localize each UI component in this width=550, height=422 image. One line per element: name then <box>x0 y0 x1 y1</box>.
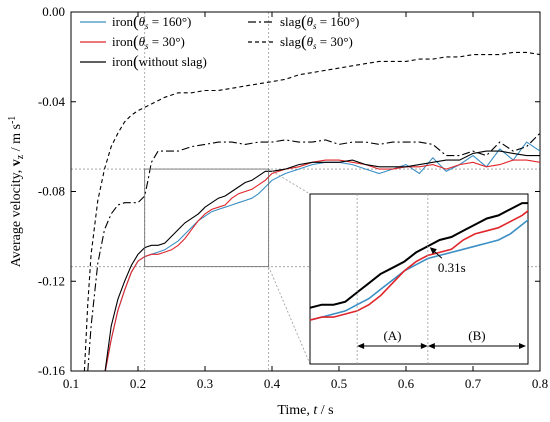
series-line-4 <box>83 51 540 371</box>
inset-annotation-arrowhead <box>429 247 437 255</box>
x-tick-label: 0.2 <box>130 376 146 391</box>
zoom-region-box <box>144 168 270 268</box>
x-tick-label: 0.4 <box>264 376 281 391</box>
phase-b-bracket-arrow-right <box>519 343 526 349</box>
inset-frame <box>309 193 529 365</box>
x-tick-label: 0.6 <box>398 376 415 391</box>
series-line-2 <box>104 150 540 371</box>
y-tick-label: -0.12 <box>38 273 65 288</box>
tick-labels: 0.1 0.2 0.3 0.4 0.5 0.6 0.7 0.8 0.00 -0.04 -0.08 -0… <box>38 4 548 391</box>
inset-series-lines <box>310 202 528 322</box>
x-tick-label: 0.3 <box>197 376 213 391</box>
phase-b-label: (B) <box>468 328 485 343</box>
series-line-1 <box>104 159 540 371</box>
legend: iron(θs = 160°)iron(θs = 30°)iron(withou… <box>80 12 359 71</box>
phase-a-label: (A) <box>383 328 401 343</box>
inset-annotations: 0.31s (A) (B) <box>356 194 526 364</box>
plot-area <box>70 11 541 372</box>
x-axis-title: Time, t / s <box>277 403 333 418</box>
y-tick-label: 0.00 <box>42 4 65 19</box>
x-tick-label: 0.8 <box>532 376 548 391</box>
series-line-3 <box>87 132 540 371</box>
legend-label-1: iron(θs = 30°) <box>112 32 185 51</box>
y-axis-title: Average velocity, vz / m s-1 <box>7 116 26 268</box>
series-lines <box>83 51 540 371</box>
y-tick-label: -0.16 <box>38 363 66 378</box>
inset-time-annotation: 0.31s <box>438 260 466 275</box>
x-tick-label: 0.7 <box>465 376 482 391</box>
y-tick-label: -0.08 <box>38 184 65 199</box>
inset-series-line-2 <box>310 202 528 310</box>
phase-a-bracket-arrow-right <box>420 343 428 349</box>
legend-label-3: slag(θs = 160°) <box>280 12 359 31</box>
phase-a-bracket-arrow-left <box>357 343 365 349</box>
phase-b-bracket-arrow-left <box>427 343 435 349</box>
y-tick-label: -0.04 <box>38 94 66 109</box>
legend-label-4: slag(θs = 30°) <box>280 32 353 51</box>
legend-label-0: iron(θs = 160°) <box>112 12 191 31</box>
zoom-connector-bottom <box>268 266 311 365</box>
axis-ticks <box>70 11 541 372</box>
legend-label-2: iron(without slag) <box>112 52 207 71</box>
zoom-connectors <box>268 168 311 365</box>
inset-series-line-0 <box>310 218 528 322</box>
series-line-0 <box>104 141 540 371</box>
x-tick-label: 0.5 <box>331 376 347 391</box>
zoom-connector-top <box>268 168 311 195</box>
zoom-inset: 0.31s (A) (B) <box>309 193 529 365</box>
inset-series-line-1 <box>310 209 528 322</box>
x-tick-label: 0.1 <box>63 376 79 391</box>
